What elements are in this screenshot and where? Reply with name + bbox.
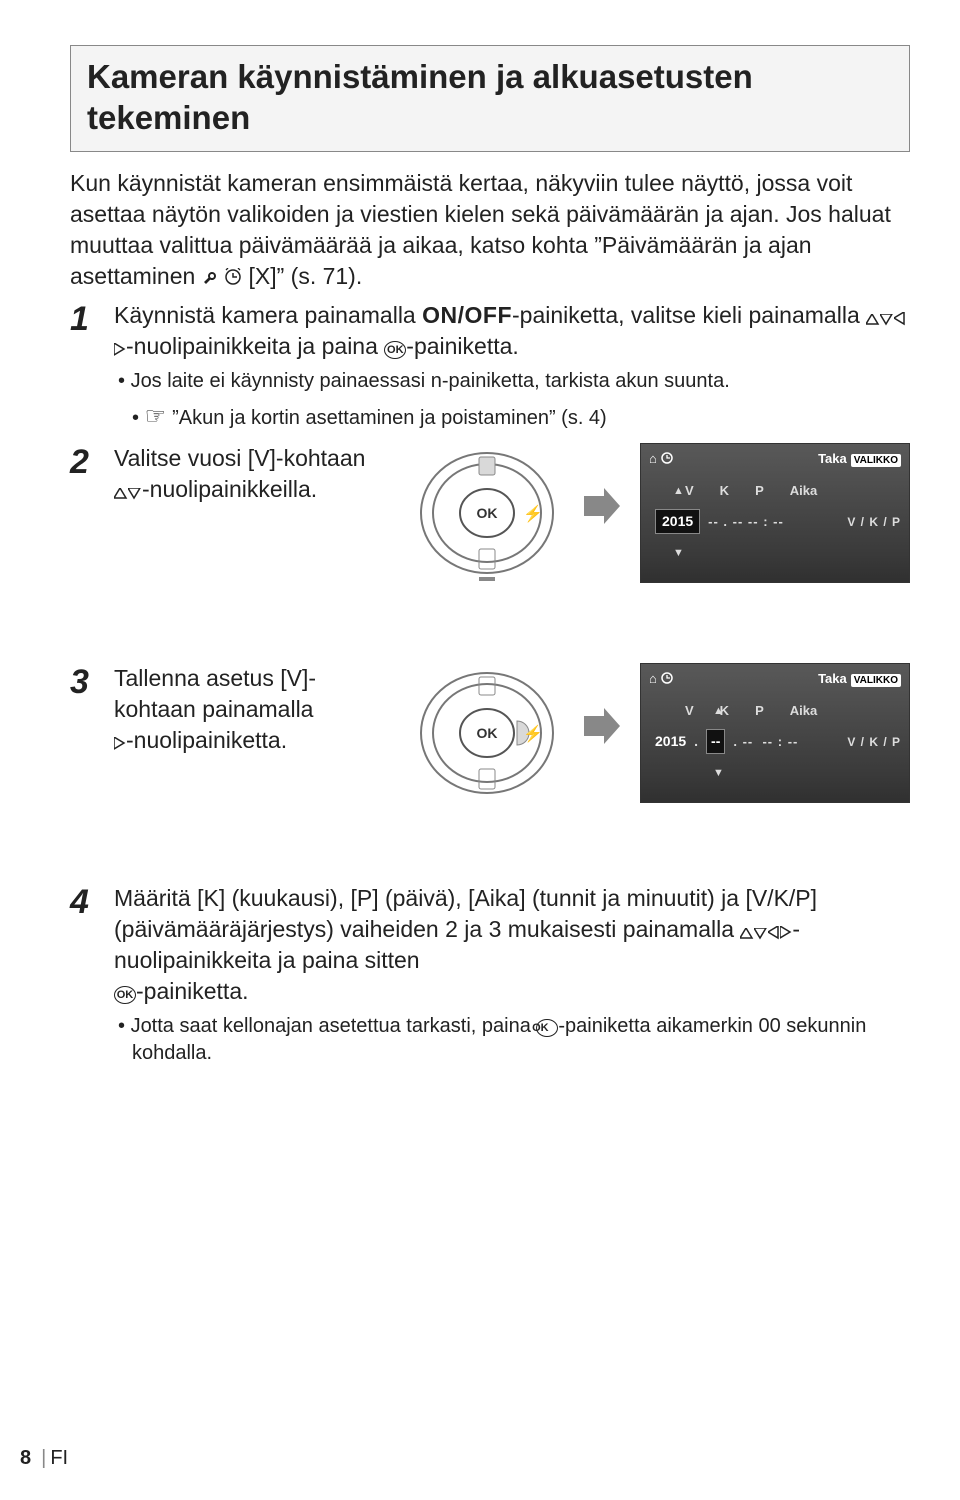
date-screen-2: ⌂ TakaVALIKKO ▲ VKPAika 2015. -- . -- --… bbox=[640, 663, 910, 803]
svg-text:OK: OK bbox=[476, 505, 497, 521]
step-number: 4 bbox=[70, 883, 114, 919]
control-dial-icon: OK ⚡ bbox=[417, 443, 557, 583]
year-value: 2015 bbox=[655, 509, 700, 534]
four-arrows-icon bbox=[740, 916, 792, 942]
step1-bullet2: ☞”Akun ja kortin asettaminen ja poistami… bbox=[114, 401, 910, 433]
svg-text:OK: OK bbox=[476, 725, 497, 741]
page-title: Kameran käynnistäminen ja alkuasetusten … bbox=[87, 56, 893, 139]
step-number: 1 bbox=[70, 300, 114, 336]
home-icon: ⌂ bbox=[649, 670, 674, 688]
step4-bullet: Jotta saat kellonajan asetettua tarkasti… bbox=[114, 1013, 910, 1067]
go-arrow-icon bbox=[582, 708, 622, 744]
step-4: 4 Määritä [K] (kuukausi), [P] (päivä), [… bbox=[70, 883, 910, 1067]
step-1: 1 Käynnistä kamera painamalla ON/OFF-pai… bbox=[70, 300, 910, 433]
ok-icon: OK bbox=[384, 341, 406, 359]
step-3: 3 Tallenna asetus [V]-kohtaan painamalla… bbox=[70, 663, 910, 803]
page-number: 8 bbox=[20, 1447, 31, 1469]
ok-icon: OK bbox=[536, 1019, 558, 1037]
onoff-label: ON/OFF bbox=[422, 302, 512, 328]
right-arrow-icon bbox=[114, 727, 126, 753]
valikko-badge: VALIKKO bbox=[851, 454, 901, 467]
page-title-box: Kameran käynnistäminen ja alkuasetusten … bbox=[70, 45, 910, 152]
step-2: 2 Valitse vuosi [V]-kohtaan -nuolipainik… bbox=[70, 443, 910, 583]
year-value: 2015 bbox=[655, 732, 686, 751]
control-dial-icon: OK ⚡ bbox=[417, 663, 557, 803]
lang-code: FI bbox=[50, 1447, 68, 1469]
up-down-arrows-icon bbox=[114, 476, 142, 502]
step-number: 2 bbox=[70, 443, 114, 479]
ok-icon: OK bbox=[114, 986, 136, 1004]
hand-icon: ☞ bbox=[145, 403, 167, 430]
wrench-icon bbox=[202, 263, 218, 279]
valikko-badge: VALIKKO bbox=[851, 674, 901, 687]
date-screen-1: ⌂ TakaVALIKKO ▲ VKPAika 2015 -- . -- -- … bbox=[640, 443, 910, 583]
svg-text:⚡: ⚡ bbox=[523, 504, 543, 523]
home-icon: ⌂ bbox=[649, 450, 674, 468]
svg-text:⚡: ⚡ bbox=[523, 724, 543, 743]
go-arrow-icon bbox=[582, 488, 622, 524]
step1-bullet1: Jos laite ei käynnisty painaessasi n-pai… bbox=[114, 368, 910, 395]
intro-text: Kun käynnistät kameran ensimmäistä kerta… bbox=[70, 168, 910, 294]
step-number: 3 bbox=[70, 663, 114, 699]
page-footer: 8|FI bbox=[20, 1447, 68, 1470]
clock-icon bbox=[224, 263, 242, 294]
